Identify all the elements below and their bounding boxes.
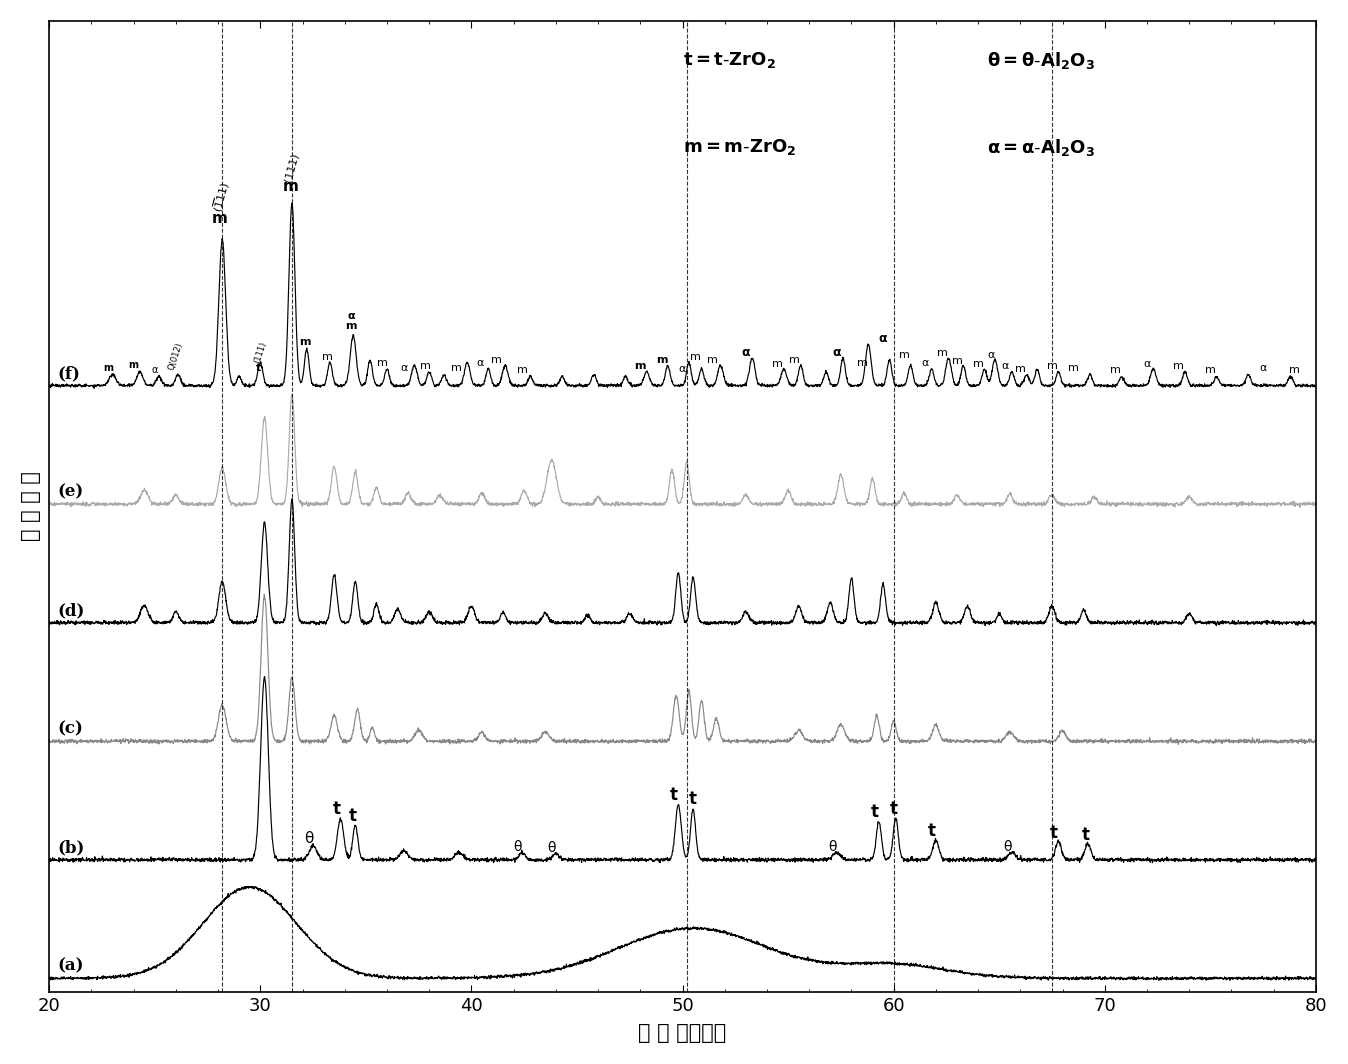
Text: m: m: [937, 348, 948, 359]
Text: m: m: [283, 179, 299, 194]
Text: $\mathbf{\theta = \theta\text{-}Al_2O_3}$: $\mathbf{\theta = \theta\text{-}Al_2O_3}…: [987, 50, 1095, 71]
Text: m: m: [1015, 364, 1026, 373]
Text: θ: θ: [828, 839, 837, 853]
Text: θ: θ: [547, 841, 555, 854]
Text: α: α: [922, 358, 929, 367]
Text: m: m: [212, 211, 228, 226]
Text: m: m: [1046, 361, 1057, 371]
Text: θ: θ: [1003, 839, 1012, 853]
Text: α: α: [879, 332, 887, 345]
Text: (f): (f): [58, 365, 81, 382]
Text: m: m: [856, 358, 867, 367]
Text: m: m: [452, 363, 462, 373]
Text: m: m: [789, 354, 799, 365]
Text: (e): (e): [58, 483, 84, 500]
Text: m: m: [772, 360, 783, 369]
Text: (b): (b): [58, 839, 85, 857]
X-axis label: 衍 射 角（度）: 衍 射 角（度）: [639, 1024, 727, 1043]
Text: α: α: [1143, 360, 1151, 369]
Text: m: m: [952, 355, 962, 366]
Text: α: α: [1002, 361, 1010, 371]
Text: m: m: [1289, 365, 1301, 375]
Text: t: t: [890, 800, 898, 818]
Text: t: t: [670, 785, 678, 803]
Text: (c): (c): [58, 720, 84, 737]
Text: $\mathbf{t = t\text{-}ZrO_2}$: $\mathbf{t = t\text{-}ZrO_2}$: [682, 50, 775, 70]
Text: m: m: [1173, 361, 1184, 371]
Text: α: α: [832, 347, 841, 360]
Text: t: t: [871, 803, 879, 821]
Text: (d): (d): [58, 602, 85, 619]
Text: ($\overline{1}$11): ($\overline{1}$11): [209, 180, 233, 214]
Text: m: m: [299, 337, 310, 348]
Text: t: t: [256, 363, 260, 373]
Y-axis label: 衍 射 强 度: 衍 射 强 度: [20, 471, 40, 542]
Text: α: α: [741, 347, 749, 360]
Text: m: m: [322, 352, 333, 362]
Text: (111): (111): [252, 339, 268, 364]
Text: Q(012): Q(012): [167, 340, 185, 371]
Text: m: m: [419, 361, 430, 371]
Text: α
m: α m: [345, 311, 357, 331]
Text: m: m: [516, 365, 527, 375]
Text: m: m: [635, 361, 646, 371]
Text: m: m: [973, 360, 984, 369]
Text: t: t: [1050, 824, 1058, 842]
Text: α: α: [679, 364, 686, 373]
Text: α: α: [400, 363, 407, 373]
Text: m: m: [655, 354, 667, 365]
Text: (a): (a): [58, 958, 84, 975]
Text: θ: θ: [305, 831, 314, 846]
Text: m: m: [1205, 365, 1216, 375]
Text: m: m: [690, 352, 701, 362]
Text: m: m: [128, 361, 139, 370]
Text: m: m: [491, 354, 503, 365]
Text: t: t: [927, 822, 936, 841]
Text: m: m: [377, 358, 388, 367]
Text: α: α: [476, 358, 484, 367]
Text: θ: θ: [514, 839, 522, 853]
Text: m: m: [899, 350, 910, 361]
Text: m: m: [1068, 363, 1078, 373]
Text: t: t: [349, 807, 357, 825]
Text: α: α: [987, 350, 995, 361]
Text: m: m: [104, 363, 113, 373]
Text: $\mathbf{m = m\text{-}ZrO_2}$: $\mathbf{m = m\text{-}ZrO_2}$: [682, 137, 795, 157]
Text: m: m: [706, 354, 717, 365]
Text: $\mathbf{\alpha = \alpha\text{-}Al_2O_3}$: $\mathbf{\alpha = \alpha\text{-}Al_2O_3}…: [987, 137, 1095, 159]
Text: t: t: [689, 791, 697, 809]
Text: t: t: [333, 800, 340, 818]
Text: m: m: [1109, 365, 1120, 375]
Text: t: t: [1081, 826, 1089, 844]
Text: α: α: [1259, 363, 1267, 373]
Text: α: α: [151, 365, 158, 375]
Text: (111): (111): [283, 152, 301, 183]
